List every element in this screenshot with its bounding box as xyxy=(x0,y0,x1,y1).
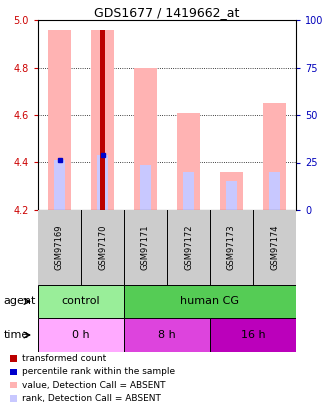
Title: GDS1677 / 1419662_at: GDS1677 / 1419662_at xyxy=(94,6,240,19)
Bar xyxy=(38,285,124,318)
Bar xyxy=(10,382,17,388)
Bar xyxy=(177,113,200,210)
Bar xyxy=(97,156,108,210)
Bar xyxy=(183,172,194,210)
Text: GSM97173: GSM97173 xyxy=(227,225,236,270)
Text: control: control xyxy=(62,296,100,307)
Bar xyxy=(54,160,65,210)
Text: 16 h: 16 h xyxy=(241,330,265,340)
Text: GSM97174: GSM97174 xyxy=(270,225,279,270)
Text: GSM97170: GSM97170 xyxy=(98,225,107,270)
Bar xyxy=(124,285,296,318)
Bar xyxy=(38,318,124,352)
Bar xyxy=(91,30,114,210)
Text: GSM97169: GSM97169 xyxy=(55,225,64,270)
Text: percentile rank within the sample: percentile rank within the sample xyxy=(22,367,175,376)
Bar xyxy=(100,30,105,210)
Bar xyxy=(81,210,124,285)
Bar xyxy=(226,181,237,210)
Bar xyxy=(124,210,167,285)
Text: 0 h: 0 h xyxy=(72,330,90,340)
Text: value, Detection Call = ABSENT: value, Detection Call = ABSENT xyxy=(22,381,165,390)
Text: 8 h: 8 h xyxy=(158,330,176,340)
Bar xyxy=(167,210,210,285)
Bar xyxy=(269,172,280,210)
Bar xyxy=(10,395,17,402)
Bar xyxy=(210,210,253,285)
Text: agent: agent xyxy=(3,296,36,307)
Bar xyxy=(38,210,81,285)
Text: rank, Detection Call = ABSENT: rank, Detection Call = ABSENT xyxy=(22,394,161,403)
Bar xyxy=(124,318,210,352)
Bar xyxy=(10,369,17,375)
Bar xyxy=(263,103,286,210)
Text: time: time xyxy=(3,330,28,340)
Bar xyxy=(134,68,157,210)
Text: GSM97172: GSM97172 xyxy=(184,225,193,270)
Text: human CG: human CG xyxy=(180,296,240,307)
Text: transformed count: transformed count xyxy=(22,354,106,363)
Bar xyxy=(10,355,17,362)
Bar xyxy=(253,210,296,285)
Bar xyxy=(48,30,71,210)
Bar xyxy=(140,165,151,210)
Bar xyxy=(210,318,296,352)
Text: GSM97171: GSM97171 xyxy=(141,225,150,270)
Bar xyxy=(220,172,243,210)
